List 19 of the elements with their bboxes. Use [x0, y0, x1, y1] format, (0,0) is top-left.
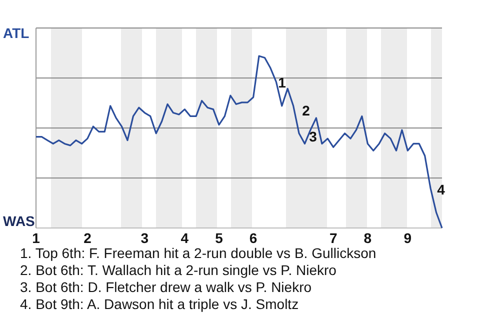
x-tick-label: 5: [215, 230, 224, 246]
x-tick-label: 3: [140, 230, 149, 246]
annotation: 4: [437, 182, 446, 198]
text: ATL: [3, 25, 30, 41]
text: 4. Bot 9th: A. Dawson hit a triple vs J. Smoltz: [20, 296, 299, 312]
annotation: 3: [309, 128, 318, 145]
text: WAS: [3, 213, 35, 229]
text: 2. Bot 6th: T. Wallach hit a 2-run single vs P. Niekro: [20, 262, 337, 278]
x-tick-label: 4: [180, 230, 189, 246]
x-tick-label: 2: [84, 230, 92, 246]
annotation: 1: [278, 74, 286, 91]
text: 3. Bot 6th: D. Fletcher drew a walk vs P. Niekro: [20, 279, 312, 295]
x-tick-label: 7: [329, 230, 338, 246]
x-tick-label: 8: [364, 230, 372, 246]
x-tick-label: 6: [249, 230, 258, 246]
x-tick-label: 1: [32, 230, 40, 246]
text: 1. Top 6th: F. Freeman hit a 2-run double vs B. Gullickson: [20, 245, 376, 261]
annotation: 2: [302, 102, 310, 119]
x-tick-label: 9: [404, 230, 412, 246]
